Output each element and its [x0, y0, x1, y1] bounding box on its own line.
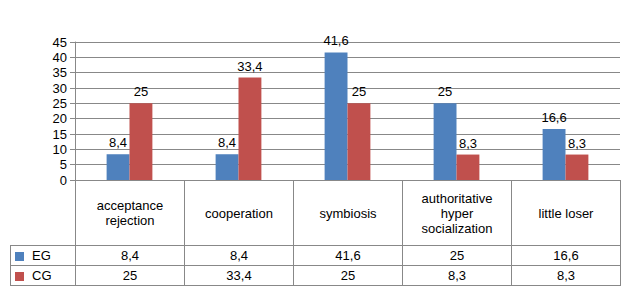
- html-text:25: 25: [340, 268, 356, 283]
- svg-text:25: 25: [438, 84, 452, 99]
- svg-text:25: 25: [134, 84, 148, 99]
- html-text:EG: EG: [32, 248, 51, 263]
- svg-text:8,3: 8,3: [568, 136, 586, 151]
- svg-text:35: 35: [53, 65, 67, 80]
- html-text:41,6: 41,6: [335, 248, 361, 263]
- html-text:authoritative hyper socializat: authoritative hyper socialization: [421, 190, 493, 236]
- svg-text:10: 10: [53, 142, 67, 157]
- svg-text:15: 15: [53, 127, 67, 142]
- svg-text:8,4: 8,4: [218, 135, 236, 150]
- html-text:little loser: little loser: [538, 205, 594, 221]
- svg-text:30: 30: [53, 81, 67, 96]
- svg-text:16,6: 16,6: [541, 110, 566, 125]
- html-text:CG: CG: [32, 268, 52, 283]
- svg-text:5: 5: [60, 157, 67, 172]
- html-text:25: 25: [449, 248, 465, 263]
- svg-text:25: 25: [352, 84, 366, 99]
- html-text:symbiosis: symbiosis: [319, 205, 377, 221]
- html-text:acceptance rejection: acceptance rejection: [96, 198, 164, 228]
- html-text:16,6: 16,6: [553, 248, 579, 263]
- html-text:8,4: 8,4: [121, 248, 139, 263]
- svg-text:33,4: 33,4: [237, 59, 262, 74]
- svg-text:8,4: 8,4: [109, 135, 127, 150]
- svg-text:0: 0: [59, 172, 67, 188]
- svg-text:8,3: 8,3: [459, 136, 477, 151]
- svg-text:40: 40: [53, 50, 67, 65]
- html-text:33,4: 33,4: [226, 268, 252, 283]
- html-text:8,4: 8,4: [230, 248, 248, 263]
- html-text:cooperation: cooperation: [205, 205, 273, 221]
- html-text:8,3: 8,3: [448, 268, 466, 283]
- svg-text:41,6: 41,6: [323, 33, 348, 48]
- html-text:8,3: 8,3: [557, 268, 575, 283]
- svg-text:20: 20: [53, 111, 67, 126]
- svg-text:45: 45: [53, 35, 67, 50]
- svg-text:25: 25: [53, 96, 67, 111]
- html-text:25: 25: [122, 268, 138, 283]
